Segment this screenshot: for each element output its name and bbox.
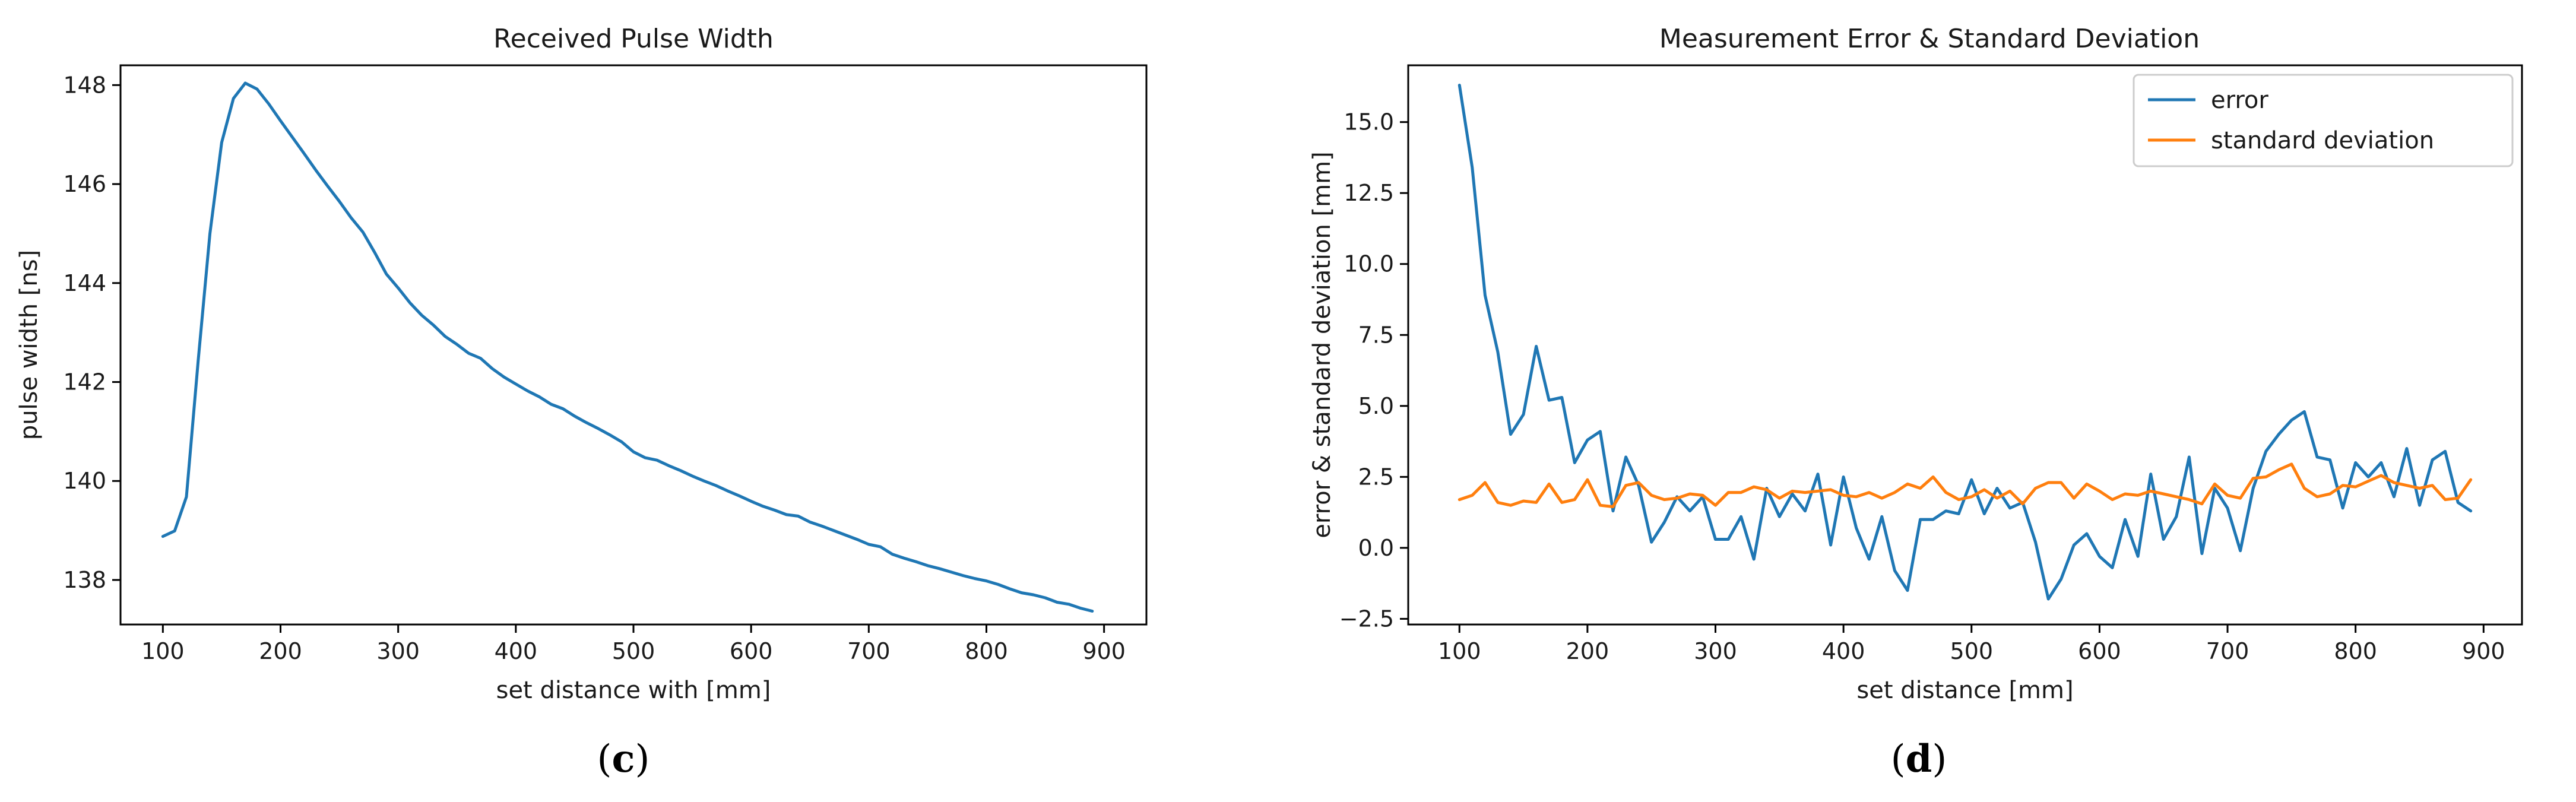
y-tick-label: −2.5 <box>1339 606 1394 632</box>
y-tick-label: 140 <box>63 468 106 494</box>
x-axis-label: set distance with [mm] <box>496 677 771 704</box>
y-axis: 138 140 142 144 146 148 <box>63 72 121 593</box>
x-tick-label: 300 <box>1694 638 1737 664</box>
y-tick-label: 5.0 <box>1358 393 1394 419</box>
chart-received-pulse-width: Received Pulse Width 100 200 300 400 500 600 7… <box>15 24 1148 704</box>
x-tick-label: 500 <box>612 638 655 664</box>
x-tick-label: 700 <box>847 638 891 664</box>
series-line-pulse-width <box>161 81 1094 613</box>
x-tick-label: 200 <box>1566 638 1609 664</box>
y-tick-label: 0.0 <box>1358 535 1394 561</box>
panel-label-d: (d) <box>1891 737 1947 781</box>
y-tick-label: 144 <box>63 270 106 296</box>
y-tick-label: 142 <box>63 369 106 395</box>
legend-label-standard-deviation: standard deviation <box>2211 127 2434 154</box>
y-axis-label: error & standard deviation [mm] <box>1308 151 1336 538</box>
x-tick-label: 600 <box>730 638 773 664</box>
svg-text:(c): (c) <box>597 737 650 781</box>
y-tick-label: 148 <box>63 72 106 98</box>
y-tick-label: 15.0 <box>1344 109 1394 135</box>
plot-frame <box>1407 64 2523 626</box>
legend: error standard deviation <box>2133 74 2514 167</box>
x-axis: 100 200 300 400 500 600 700 800 900 <box>1438 625 2505 664</box>
x-tick-label: 400 <box>495 638 538 664</box>
y-tick-label: 146 <box>63 171 106 197</box>
y-tick-label: 7.5 <box>1358 322 1394 348</box>
x-axis: 100 200 300 400 500 600 700 800 900 <box>141 625 1126 664</box>
series-line-standard-deviation <box>1457 462 2473 509</box>
legend-box <box>2133 74 2514 167</box>
x-axis-label: set distance [mm] <box>1856 677 2073 704</box>
x-tick-label: 400 <box>1822 638 1865 664</box>
y-tick-label: 2.5 <box>1358 464 1394 490</box>
y-tick-label: 12.5 <box>1344 180 1394 206</box>
x-tick-label: 800 <box>2334 638 2377 664</box>
x-tick-label: 100 <box>1438 638 1481 664</box>
chart-measurement-error: Measurement Error & Standard Deviation 1… <box>1308 24 2523 704</box>
chart-title: Received Pulse Width <box>493 24 774 54</box>
y-axis-label: pulse width [ns] <box>15 250 43 440</box>
x-tick-label: 800 <box>965 638 1008 664</box>
panel-letter: d <box>1906 737 1932 781</box>
panel-label-c: (c) <box>597 737 650 781</box>
x-tick-label: 300 <box>376 638 420 664</box>
x-tick-label: 900 <box>2462 638 2505 664</box>
x-tick-label: 500 <box>1950 638 1994 664</box>
y-tick-label: 138 <box>63 567 106 593</box>
plot-lines <box>1457 84 2473 601</box>
x-tick-label: 600 <box>2078 638 2121 664</box>
legend-label-error: error <box>2211 87 2268 114</box>
plot-frame <box>119 64 1148 626</box>
svg-text:(d): (d) <box>1891 737 1947 781</box>
x-tick-label: 900 <box>1082 638 1126 664</box>
x-tick-label: 200 <box>259 638 302 664</box>
plot-lines <box>161 81 1094 613</box>
x-tick-label: 100 <box>141 638 185 664</box>
panel-letter: c <box>612 737 635 781</box>
y-tick-label: 10.0 <box>1344 251 1394 277</box>
x-tick-label: 700 <box>2206 638 2249 664</box>
chart-title: Measurement Error & Standard Deviation <box>1659 24 2200 54</box>
y-axis: −2.5 0.0 2.5 5.0 7.5 10.0 12.5 15.0 <box>1339 109 1408 632</box>
